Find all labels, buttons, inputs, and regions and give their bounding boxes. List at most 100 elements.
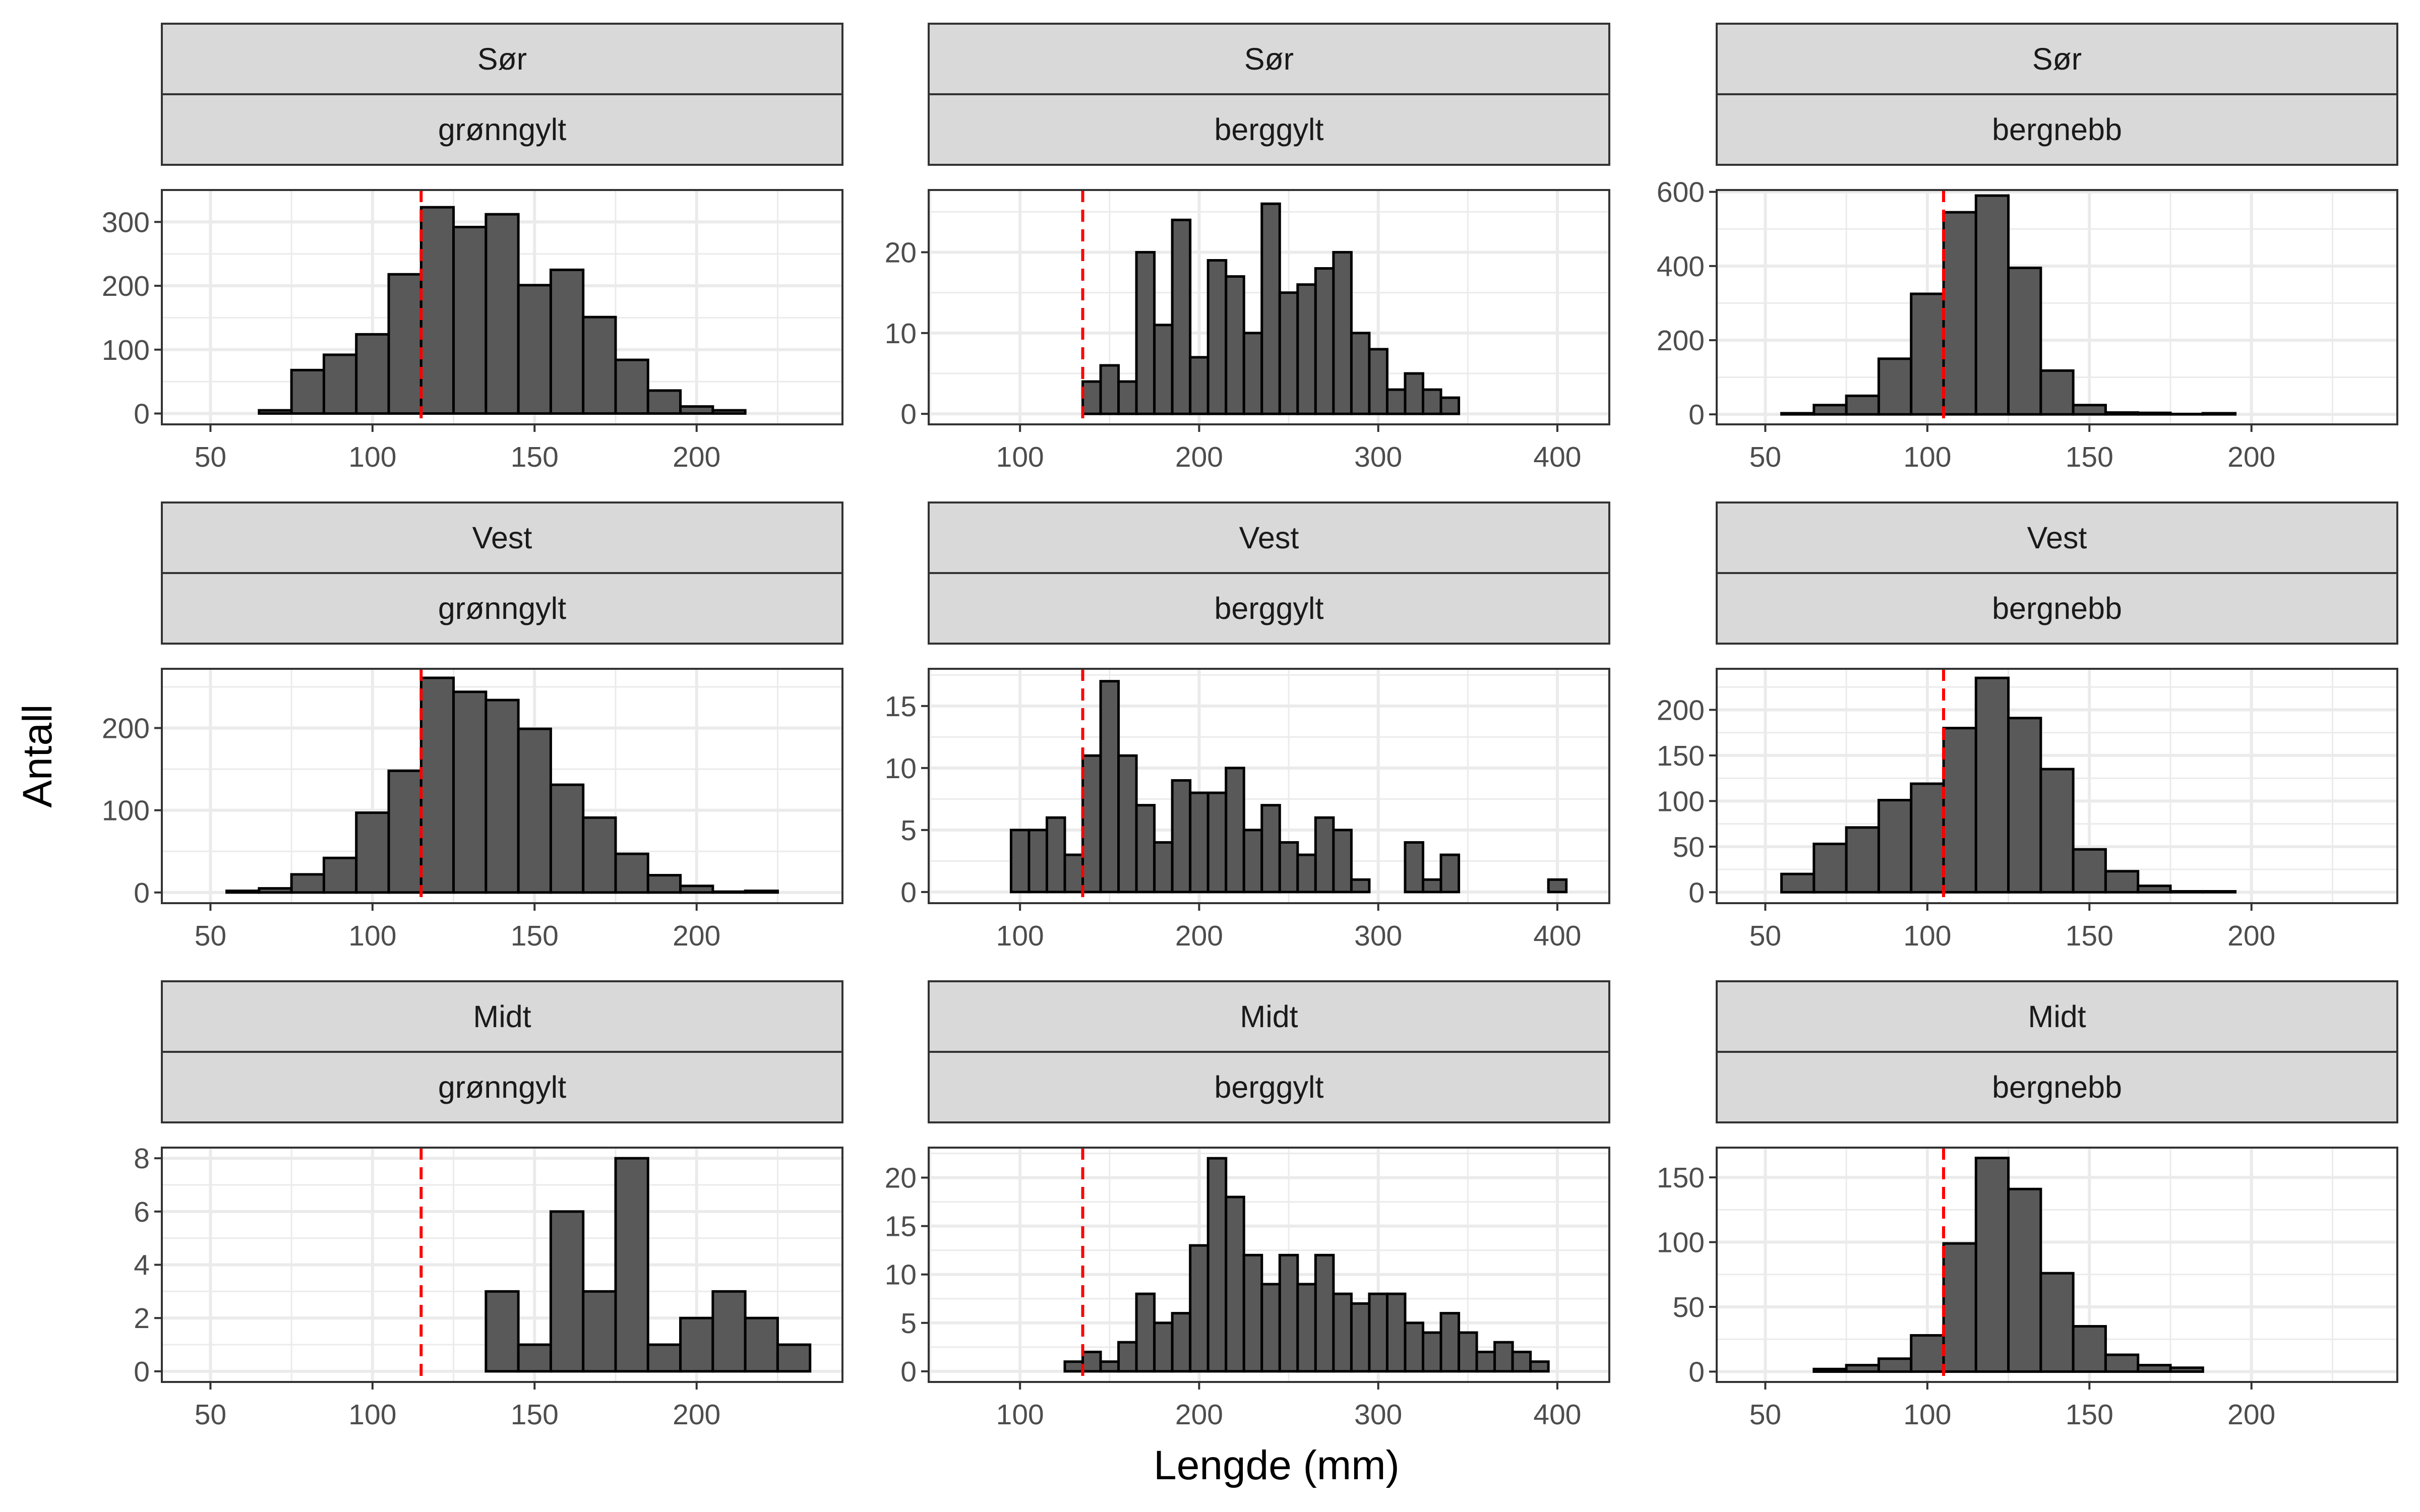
x-axis-title: Lengde (mm) xyxy=(1154,1442,1400,1488)
y-tick-label: 0 xyxy=(1688,399,1705,431)
region-strip-label: Sør xyxy=(2032,42,2082,76)
y-tick-label: 50 xyxy=(1673,1291,1705,1324)
histogram-bar xyxy=(485,699,520,894)
panel-border xyxy=(928,668,1610,904)
x-tick-label: 150 xyxy=(511,1399,559,1431)
histogram-bar xyxy=(1942,727,1977,894)
histogram-bar xyxy=(711,890,747,894)
species-strip-label: berggylt xyxy=(1214,591,1323,625)
species-strip xyxy=(161,572,843,645)
histogram-bar xyxy=(1877,799,1913,894)
histogram-bar xyxy=(1812,404,1848,416)
y-tick-label: 20 xyxy=(885,1162,917,1194)
histogram-bar xyxy=(2039,369,2075,416)
region-strip-label: Midt xyxy=(1240,999,1298,1034)
histogram-bar xyxy=(258,887,293,894)
region-strip-label: Sør xyxy=(1244,42,1294,76)
histogram-bar xyxy=(679,885,714,894)
histogram-bar xyxy=(387,273,422,415)
histogram-bar xyxy=(1225,275,1245,415)
y-tick-label: 0 xyxy=(134,1356,150,1388)
y-tick-label: 6 xyxy=(134,1196,150,1228)
histogram-bar xyxy=(1045,816,1066,894)
histogram-bar xyxy=(2072,848,2107,894)
y-tick-label: 600 xyxy=(1657,176,1705,209)
x-tick-label: 100 xyxy=(1903,441,1951,473)
x-tick-label: 100 xyxy=(996,1399,1044,1431)
panel-vest-grønngylt: Vest grønngylt 50 100 150 200 0 100 200 xyxy=(102,501,843,952)
histogram-bar xyxy=(1439,1312,1461,1373)
x-tick-label: 200 xyxy=(2227,920,2275,952)
histogram-bar xyxy=(1332,829,1353,894)
histogram-bar xyxy=(1171,779,1192,894)
histogram-bar xyxy=(549,268,585,415)
x-tick-label: 400 xyxy=(1533,441,1581,473)
x-tick-label: 300 xyxy=(1354,920,1402,952)
x-tick-label: 200 xyxy=(1175,920,1223,952)
histogram-bar xyxy=(1242,332,1263,415)
species-strip xyxy=(161,93,843,166)
x-tick-label: 200 xyxy=(673,920,720,952)
y-tick-label: 100 xyxy=(1657,785,1705,817)
histogram-bar xyxy=(387,769,422,894)
histogram-bar xyxy=(1332,250,1353,415)
y-tick-label: 300 xyxy=(102,206,150,238)
y-tick-label: 100 xyxy=(102,795,150,827)
histogram-bar xyxy=(1260,804,1281,894)
y-tick-label: 200 xyxy=(1657,325,1705,357)
histogram-bar xyxy=(1314,1253,1335,1373)
histogram-bar xyxy=(1296,1283,1317,1373)
histogram-bar xyxy=(2137,1364,2172,1373)
x-tick-label: 100 xyxy=(1903,920,1951,952)
histogram-bar xyxy=(646,1343,682,1373)
y-tick-label: 200 xyxy=(1657,694,1705,726)
histogram-bar xyxy=(614,852,649,894)
histogram-bar xyxy=(744,890,779,894)
x-tick-label: 100 xyxy=(996,441,1044,473)
histogram-bar xyxy=(1974,194,2010,416)
x-tick-label: 200 xyxy=(1175,441,1223,473)
histogram-bar xyxy=(1385,1292,1407,1373)
histogram-bar xyxy=(1117,380,1138,415)
histogram-bar xyxy=(1439,853,1461,894)
species-strip-label: grønngylt xyxy=(438,112,566,147)
histogram-bar xyxy=(290,873,325,894)
histogram-bar xyxy=(517,1343,552,1373)
histogram-bar xyxy=(2007,717,2042,894)
x-tick-label: 200 xyxy=(673,1399,720,1431)
x-tick-label: 400 xyxy=(1533,920,1581,952)
x-tick-label: 300 xyxy=(1354,1399,1402,1431)
histogram-bar xyxy=(1260,1283,1281,1373)
histogram-bar xyxy=(1153,324,1174,415)
x-tick-label: 100 xyxy=(348,920,396,952)
histogram-bar xyxy=(1942,211,1977,416)
species-strip xyxy=(928,93,1610,166)
region-strip xyxy=(161,501,843,574)
histogram-bar xyxy=(1422,878,1442,894)
histogram-bar xyxy=(1910,1334,1945,1373)
panel-midt-berggylt: Midt berggylt 100 200 300 400 0 5 10 15 20 xyxy=(885,980,1610,1431)
histogram-bar xyxy=(1910,292,1945,416)
x-tick-label: 150 xyxy=(2066,1399,2113,1431)
histogram-bar xyxy=(1385,388,1407,415)
histogram-bar xyxy=(452,225,488,415)
histogram-bar xyxy=(419,676,455,894)
panel-border xyxy=(1716,1147,2398,1383)
region-strip xyxy=(928,980,1610,1053)
region-strip-label: Vest xyxy=(2027,521,2087,555)
histogram-bar xyxy=(322,856,358,894)
histogram-bar xyxy=(1171,1312,1192,1373)
y-tick-label: 10 xyxy=(885,318,917,350)
histogram-bar xyxy=(225,890,261,894)
y-tick-label: 15 xyxy=(885,1211,917,1243)
histogram-bar xyxy=(1135,804,1156,894)
y-tick-label: 0 xyxy=(1688,1356,1705,1388)
histogram-bar xyxy=(776,1343,812,1373)
region-strip-label: Vest xyxy=(1239,521,1299,555)
x-tick-label: 200 xyxy=(673,441,720,473)
x-tick-label: 50 xyxy=(195,920,226,952)
x-tick-label: 400 xyxy=(1533,1399,1581,1431)
species-strip-label: bergnebb xyxy=(1992,591,2122,625)
y-tick-label: 400 xyxy=(1657,250,1705,283)
